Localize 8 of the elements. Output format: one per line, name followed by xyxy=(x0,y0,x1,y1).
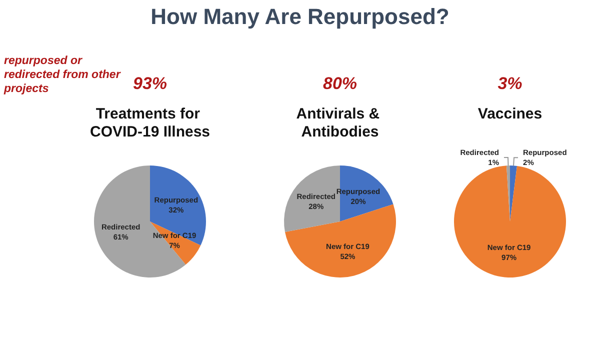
chart-title: Antivirals & Antibodies xyxy=(296,106,384,140)
chart-subtitle: 80% xyxy=(322,74,358,93)
text: How Many Are Repurposed? xyxy=(150,4,450,30)
chart-subtitle: 93% xyxy=(132,74,168,93)
chart-title: Vaccines xyxy=(478,106,542,122)
chart-title: Treatments for COVID-19 Illness xyxy=(90,106,210,140)
chart-subtitle: 3% xyxy=(498,74,522,93)
text: repurposed or redirected from other projects xyxy=(4,54,122,96)
